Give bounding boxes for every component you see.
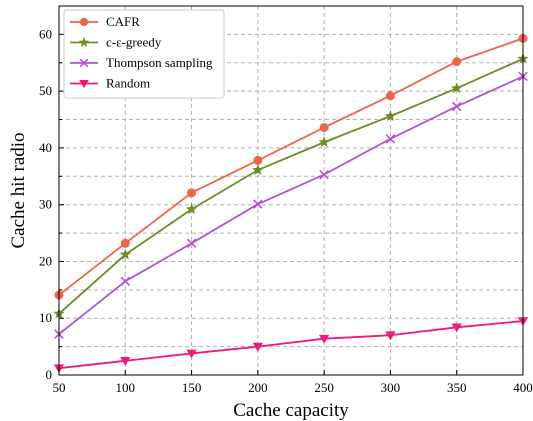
series-line: [58, 320, 524, 370]
marker-circle: [120, 238, 130, 248]
legend-entry-2: Thompson sampling: [70, 55, 213, 70]
marker-x: [385, 134, 396, 144]
legend-label: Thompson sampling: [106, 55, 213, 70]
marker-triangle: [319, 334, 330, 344]
marker-star: [384, 110, 397, 121]
marker-circle: [385, 91, 395, 101]
y-tick-label: 30: [39, 197, 52, 212]
marker-x: [451, 101, 462, 112]
marker-star: [252, 164, 264, 175]
marker-x: [319, 169, 329, 180]
x-tick-label: 150: [182, 380, 202, 395]
series-line: [58, 37, 524, 296]
marker-circle: [253, 155, 263, 165]
x-tick-label: 350: [447, 380, 467, 395]
marker-circle: [187, 188, 197, 198]
marker-star: [119, 248, 131, 260]
x-tick-label: 100: [116, 380, 136, 395]
series-layer: [53, 33, 529, 374]
marker-triangle: [385, 331, 396, 341]
marker-x: [253, 199, 263, 209]
plot-frame: [58, 5, 524, 376]
series-line: [58, 75, 524, 335]
y-axis-title: Cache hit radio: [8, 132, 29, 248]
x-tick-label: 300: [381, 380, 401, 395]
x-tick-label: 250: [314, 380, 334, 395]
legend-label: CAFR: [106, 14, 140, 29]
y-tick-label: 40: [39, 140, 52, 155]
marker-x: [120, 276, 131, 287]
marker-triangle: [120, 356, 131, 366]
x-tick-label: 200: [248, 380, 268, 395]
legend-label: c-ε-greedy: [106, 35, 162, 50]
marker-circle: [319, 122, 329, 132]
marker-circle: [452, 57, 462, 67]
legend-entry-0: CAFR: [70, 14, 140, 29]
y-tick-label: 10: [39, 310, 52, 325]
marker-star: [318, 136, 330, 148]
marker-star: [185, 203, 198, 215]
series-line: [58, 57, 524, 315]
marker-triangle: [451, 323, 462, 333]
y-tick-label: 60: [39, 26, 52, 41]
marker-triangle: [186, 349, 197, 359]
marker-x: [186, 238, 197, 249]
legend-entry-1: c-ε-greedy: [70, 35, 162, 50]
legend-label: Random: [106, 76, 150, 91]
x-tick-label: 400: [513, 380, 533, 395]
series-2: [54, 71, 528, 339]
legend: CAFR c-ε-greedy Thompson sampling Random: [63, 9, 225, 99]
y-tick-label: 20: [39, 253, 52, 268]
y-tick-label: 50: [39, 83, 52, 98]
legend-entry-3: Random: [70, 76, 150, 91]
x-axis-title: Cache capacity: [233, 400, 349, 421]
marker-star: [451, 82, 463, 94]
marker-triangle: [79, 79, 89, 89]
marker-circle: [79, 17, 89, 27]
marker-triangle: [252, 342, 263, 352]
legend-box: [63, 9, 225, 99]
x-tick-label: 50: [53, 380, 66, 395]
series-0: [54, 33, 528, 300]
marker-x: [79, 58, 89, 68]
marker-star: [78, 37, 90, 47]
y-tick-label: 0: [46, 367, 53, 382]
axis-ticks: 50 100 150 200 250 300 350 400 0 10 20 30 40 50 60: [39, 5, 533, 395]
